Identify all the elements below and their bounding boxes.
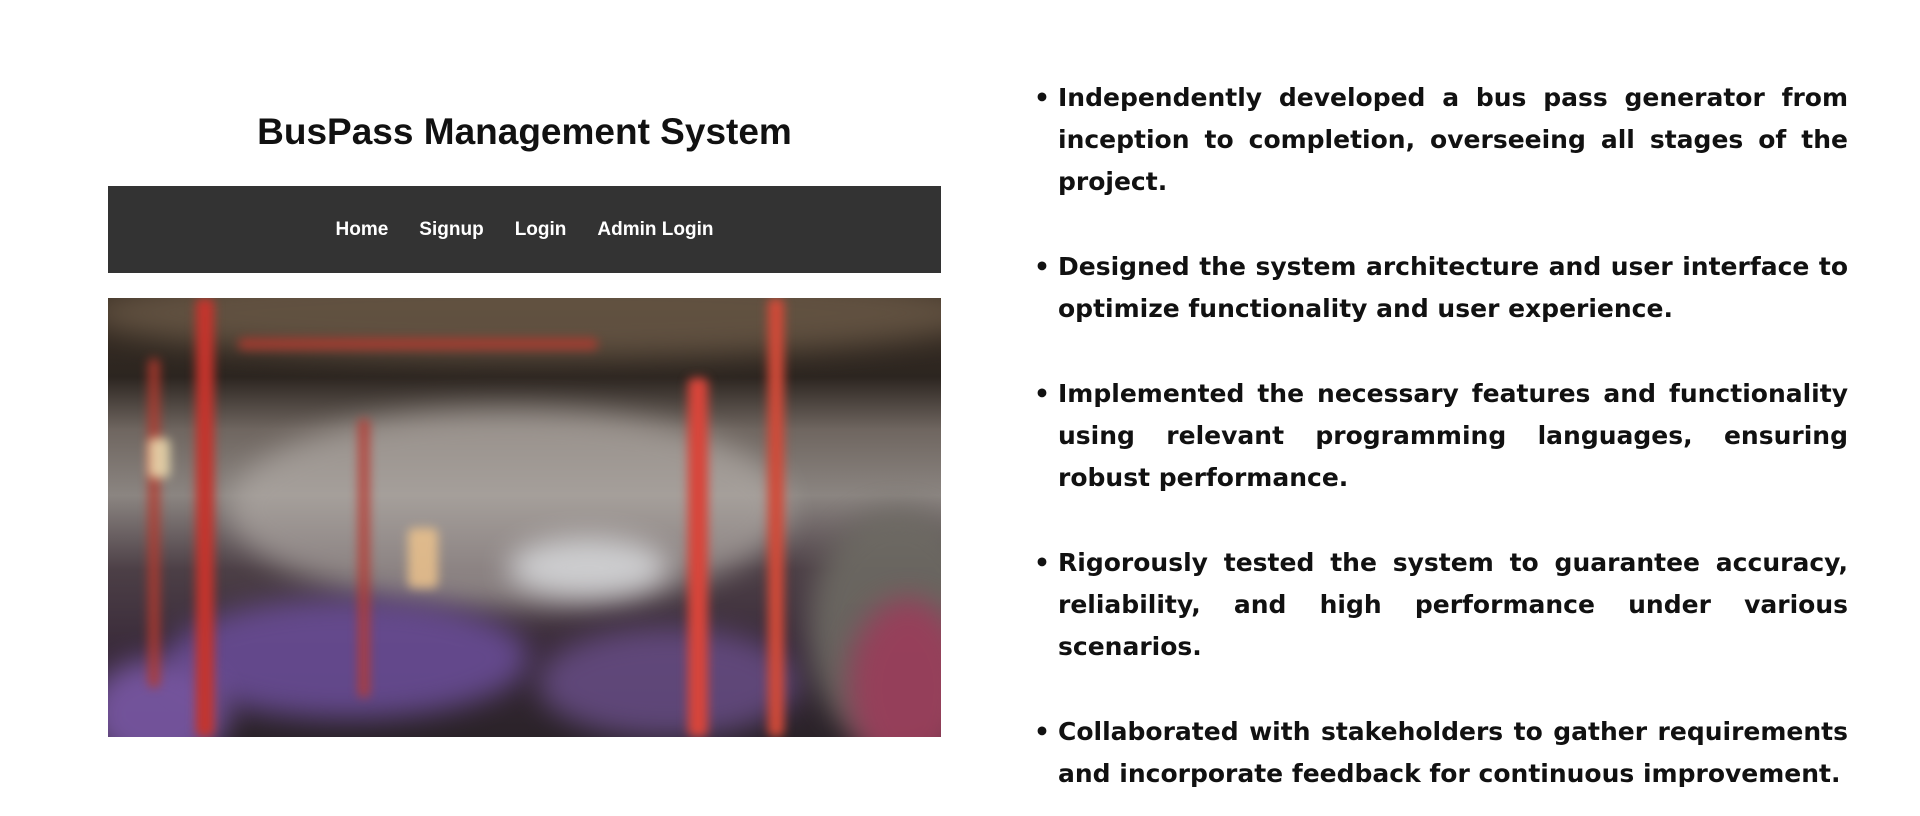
bullet-icon: •	[1034, 379, 1050, 408]
accomplishment-list: • Independently developed a bus pass gene…	[1034, 77, 1848, 816]
list-item-text: Designed the system architecture and use…	[1058, 252, 1848, 323]
bullet-icon: •	[1034, 717, 1050, 746]
app-navbar: Home Signup Login Admin Login	[108, 186, 941, 273]
list-item: • Rigorously tested the system to guarant…	[1034, 542, 1848, 668]
bullet-icon: •	[1034, 548, 1050, 577]
list-item: • Designed the system architecture and us…	[1034, 246, 1848, 330]
bullet-icon: •	[1034, 83, 1050, 112]
app-title: BusPass Management System	[257, 111, 792, 152]
nav-signup-link[interactable]: Signup	[419, 218, 484, 240]
list-item: • Collaborated with stakeholders to gathe…	[1034, 711, 1848, 795]
hero-bus-image	[108, 298, 941, 737]
list-item-text: Implemented the necessary features and f…	[1058, 379, 1848, 492]
list-item: • Independently developed a bus pass gene…	[1034, 77, 1848, 203]
app-screenshot: BusPass Management System Home Signup Lo…	[108, 100, 941, 737]
nav-login-link[interactable]: Login	[514, 218, 567, 240]
list-item-text: Collaborated with stakeholders to gather…	[1058, 717, 1848, 788]
list-item: • Implemented the necessary features and …	[1034, 373, 1848, 499]
nav-admin-login-link[interactable]: Admin Login	[597, 218, 714, 240]
nav-home-link[interactable]: Home	[335, 218, 389, 240]
bullet-icon: •	[1034, 252, 1050, 281]
list-item-text: Rigorously tested the system to guarante…	[1058, 548, 1848, 661]
list-item-text: Independently developed a bus pass gener…	[1058, 83, 1848, 196]
